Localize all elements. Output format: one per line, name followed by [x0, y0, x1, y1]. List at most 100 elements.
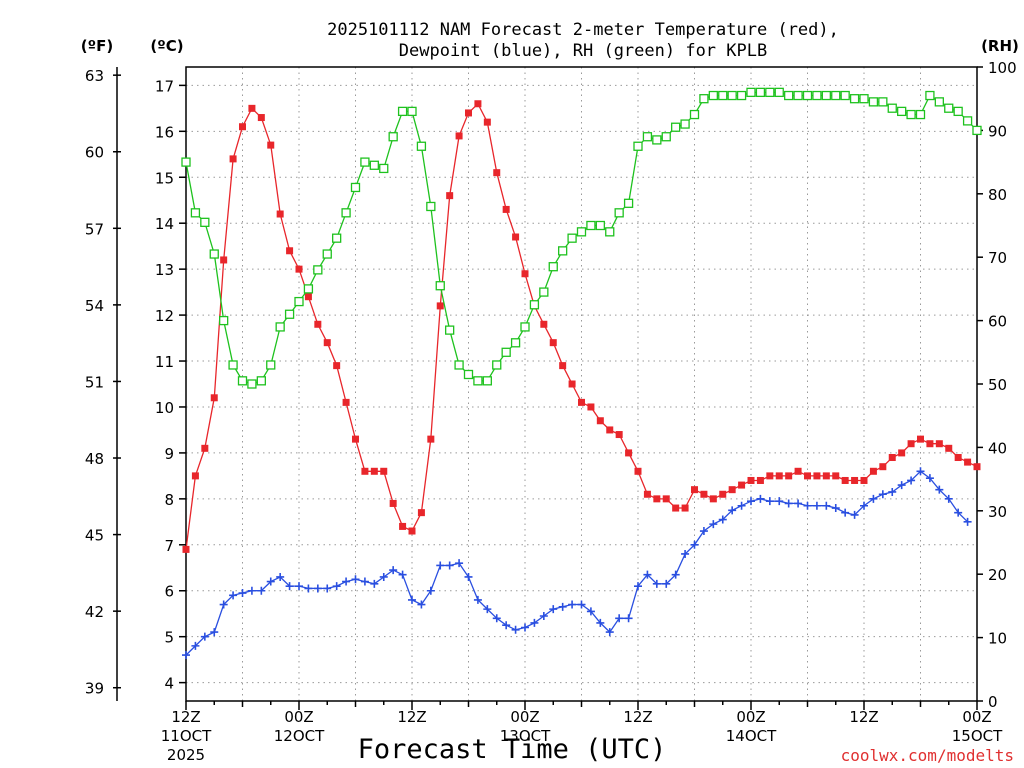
- temperature-point: [775, 472, 783, 480]
- dewpoint-point: [869, 494, 878, 503]
- dewpoint-point: [605, 628, 614, 637]
- dewpoint-point: [699, 527, 708, 536]
- rh-point: [859, 94, 869, 104]
- temperature-point: [304, 293, 312, 301]
- rh-point: [322, 249, 332, 259]
- c-tick-label: 14: [155, 215, 174, 233]
- temperature-point: [229, 155, 237, 163]
- temperature-point: [201, 444, 209, 452]
- celsius-unit-label: (ºC): [150, 37, 183, 55]
- rh-point: [633, 141, 643, 151]
- rh-tick-label: 20: [988, 566, 1007, 584]
- dewpoint-point: [502, 621, 511, 630]
- temperature-point: [417, 509, 425, 517]
- c-tick-label: 11: [155, 353, 174, 371]
- dewpoint-point: [586, 607, 595, 616]
- temperature-point: [399, 522, 407, 530]
- c-tick-label: 8: [164, 491, 174, 509]
- temperature-point: [860, 476, 868, 484]
- rh-point: [256, 376, 266, 386]
- x-tick-label: 00Z: [284, 708, 313, 726]
- rh-point: [548, 262, 558, 272]
- temperature-point: [691, 486, 698, 494]
- temperature-point: [841, 476, 849, 484]
- dewpoint-point: [492, 614, 501, 623]
- x-tick-label: 12Z: [171, 708, 200, 726]
- rh-point: [350, 182, 361, 193]
- dewpoint-point: [332, 582, 341, 591]
- dewpoint-point: [398, 570, 407, 579]
- f-tick-label: 45: [85, 527, 104, 545]
- f-tick-label: 54: [85, 297, 104, 315]
- dewpoint-point: [521, 623, 529, 632]
- rh-point: [840, 90, 850, 101]
- temperature-point: [342, 398, 350, 406]
- temperature-point: [578, 398, 585, 406]
- rh-point: [925, 90, 935, 101]
- dewpoint-point: [285, 582, 294, 591]
- rh-tick-label: 80: [988, 186, 1007, 204]
- dewpoint-point: [671, 570, 680, 579]
- series-rh: [181, 87, 982, 389]
- rh-point: [915, 109, 926, 120]
- x-tick-label: 11OCT: [161, 727, 212, 745]
- dewpoint-point: [342, 577, 351, 586]
- f-tick-label: 60: [85, 144, 104, 162]
- temperature-point: [587, 403, 595, 411]
- temperature-point: [380, 467, 388, 475]
- f-tick-label: 39: [85, 680, 104, 698]
- dewpoint-point: [445, 561, 454, 570]
- series-temperature: [182, 100, 981, 553]
- dewpoint-point: [624, 614, 633, 623]
- x-tick-label: 13OCT: [500, 727, 551, 745]
- rh-point: [426, 201, 436, 212]
- temperature-point: [898, 449, 906, 457]
- temperature-point: [719, 490, 727, 498]
- dewpoint-point: [200, 632, 209, 641]
- temperature-point: [314, 320, 322, 328]
- temperature-point: [182, 545, 190, 553]
- x-tick-label: 15OCT: [952, 727, 1003, 745]
- temperature-point: [333, 362, 341, 370]
- temperature-point: [709, 495, 717, 503]
- temperature-point: [512, 233, 520, 241]
- rh-point: [209, 249, 219, 259]
- temperature-point: [756, 476, 764, 484]
- chart-title-line-1: 2025101112 NAM Forecast 2-meter Temperat…: [327, 20, 839, 40]
- rh-point: [689, 109, 700, 120]
- x-tick-label: 00Z: [962, 708, 991, 726]
- dewpoint-point: [379, 572, 388, 581]
- rh-point: [849, 94, 860, 104]
- rh-point: [944, 103, 954, 113]
- dewpoint-point: [370, 579, 379, 588]
- c-tick-label: 7: [164, 537, 174, 555]
- rh-point: [397, 106, 408, 117]
- rh-point: [972, 125, 982, 136]
- rh-point: [897, 106, 907, 117]
- grid: [186, 67, 977, 701]
- rh-tick-label: 0: [988, 693, 998, 711]
- temperature-point: [427, 435, 435, 443]
- temperature-point: [700, 490, 708, 498]
- dewpoint-point: [709, 520, 718, 529]
- rh-point: [623, 198, 634, 208]
- dewpoint-point: [841, 508, 850, 517]
- rh-point: [303, 284, 314, 294]
- dewpoint-point: [765, 497, 774, 506]
- dewpoint-point: [426, 586, 435, 595]
- dewpoint-point: [681, 549, 690, 558]
- f-tick-label: 42: [85, 603, 104, 621]
- dewpoint-point: [737, 501, 746, 510]
- dewpoint-point: [925, 474, 934, 483]
- dewpoint-point: [897, 481, 906, 490]
- rh-point: [200, 217, 210, 227]
- dewpoint-point: [455, 559, 464, 568]
- temperature-point: [370, 467, 378, 475]
- temperature-point: [794, 467, 802, 475]
- temperature-point: [832, 472, 840, 480]
- rh-point: [284, 309, 295, 319]
- rh-unit-label: (RH): [981, 37, 1019, 55]
- dewpoint-point: [304, 584, 313, 593]
- rh-point: [473, 376, 483, 386]
